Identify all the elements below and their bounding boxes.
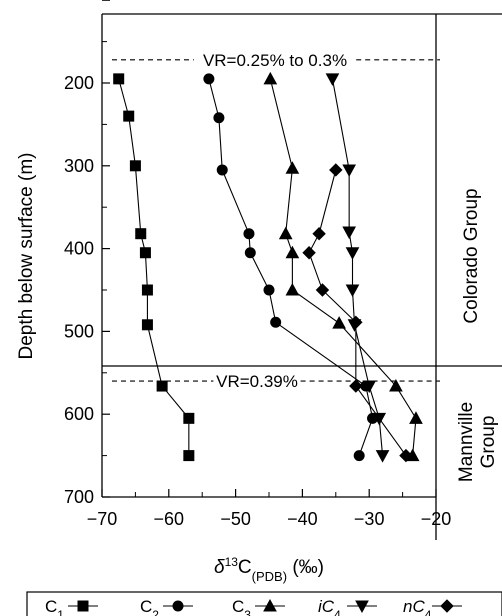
- data-point: [375, 450, 390, 463]
- data-point: [345, 284, 360, 298]
- data-point: [213, 112, 225, 124]
- data-point: [315, 283, 330, 297]
- legend-item: C1: [45, 597, 98, 616]
- y-tick-label: 500: [64, 321, 94, 341]
- data-point: [302, 246, 316, 260]
- series-line: [331, 78, 384, 456]
- legend-label: C3: [232, 597, 251, 616]
- data-point: [216, 164, 228, 176]
- series-c1: [113, 73, 195, 462]
- data-point: [353, 450, 365, 462]
- x-axis-title: δ13C(PDB) (‰): [214, 555, 324, 584]
- data-point: [278, 226, 293, 240]
- group-label-mannville-1: Mannville: [456, 402, 477, 482]
- plot-frame: [101, 13, 502, 540]
- data-point: [183, 412, 195, 424]
- y-tick-label: 400: [64, 239, 94, 259]
- data-point: [135, 228, 147, 240]
- legend-item: C2: [140, 597, 193, 616]
- data-point: [183, 450, 195, 462]
- data-point: [345, 247, 360, 260]
- data-point: [349, 315, 363, 329]
- legend-label: iC4: [318, 597, 341, 616]
- data-point: [139, 247, 151, 259]
- data-point: [203, 73, 215, 85]
- legend-marker: [263, 598, 277, 612]
- legend-marker: [355, 600, 369, 614]
- data-point: [332, 316, 346, 329]
- legend: C1 C2 C3 iC4 nC4: [45, 597, 462, 616]
- x-tick-label: −60: [154, 509, 185, 529]
- data-point: [349, 379, 363, 393]
- legend-marker: [440, 599, 454, 613]
- data-point: [285, 245, 300, 259]
- data-point: [329, 163, 343, 177]
- series-line: [118, 78, 190, 456]
- data-point: [244, 247, 256, 259]
- legend-item: nC4: [403, 597, 462, 616]
- data-point: [399, 448, 413, 463]
- data-point: [141, 319, 153, 331]
- legend-marker: [172, 600, 184, 612]
- data-point: [342, 226, 357, 240]
- data-point: [123, 110, 135, 122]
- vr-label: VR=0.39%: [216, 372, 298, 391]
- group-label-colorado: Colorado Group: [461, 188, 482, 323]
- annotations: VR=0.25% to 0.3% VR=0.39%: [112, 51, 440, 391]
- x-tick-label: −40: [287, 509, 318, 529]
- vr-label: VR=0.25% to 0.3%: [203, 51, 347, 70]
- axis-ticks: −70 −60 −50 −40 −30 −20 200 300 400 500 600 700: [64, 0, 451, 529]
- series-nc4: [302, 163, 413, 463]
- y-tick-label: 700: [64, 487, 94, 507]
- series-layer: [113, 71, 423, 463]
- data-point: [409, 411, 423, 424]
- data-point: [129, 160, 141, 172]
- legend-label: nC4: [403, 597, 432, 616]
- x-tick-label: −20: [421, 509, 452, 529]
- y-axis-title: Depth below surface (m): [16, 153, 37, 360]
- data-point: [342, 164, 357, 177]
- group-label-mannville-2: Group: [478, 416, 499, 469]
- x-tick-label: −50: [220, 509, 251, 529]
- x-tick-label: −30: [354, 509, 385, 529]
- legend-label: C2: [140, 597, 159, 616]
- series-c3: [263, 71, 423, 462]
- legend-box: [26, 591, 502, 616]
- y-tick-label: 600: [64, 404, 94, 424]
- data-point: [113, 73, 125, 85]
- data-point: [263, 71, 278, 85]
- data-point: [156, 380, 168, 392]
- data-point: [285, 161, 300, 174]
- legend-item: C3: [232, 597, 285, 616]
- y-tick-label: 300: [64, 156, 94, 176]
- data-point: [263, 284, 275, 296]
- data-point: [270, 316, 282, 328]
- data-point: [389, 379, 403, 392]
- data-point: [141, 284, 153, 296]
- data-point: [325, 73, 340, 86]
- data-point: [285, 282, 300, 296]
- data-point: [362, 380, 377, 394]
- y-tick-label: 200: [64, 73, 94, 93]
- x-tick-label: −70: [87, 509, 118, 529]
- data-point: [243, 228, 255, 240]
- legend-item: iC4: [318, 597, 377, 616]
- legend-label: C1: [45, 597, 64, 616]
- series-ic4: [325, 73, 390, 463]
- data-point: [312, 226, 326, 241]
- series-c2: [203, 73, 379, 462]
- legend-marker: [77, 600, 89, 612]
- series-line: [208, 78, 374, 456]
